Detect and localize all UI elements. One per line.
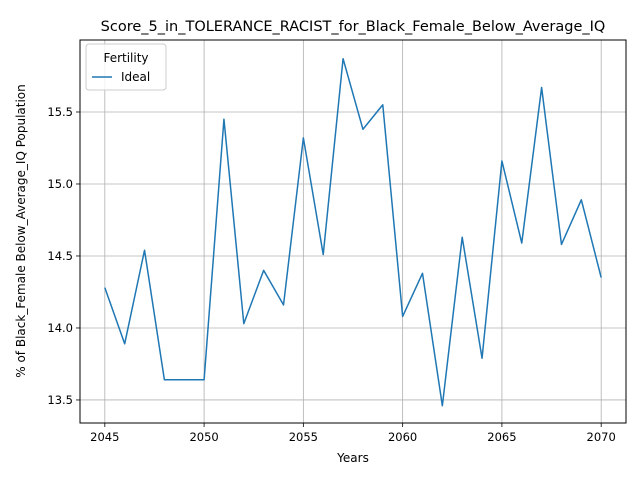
series-line-ideal [104,57,602,407]
grid [80,40,626,423]
legend-box [85,43,167,91]
x-tick-label: 2055 [289,430,318,444]
series-layer [104,57,602,407]
x-tick-label: 2065 [487,430,516,444]
plot-frame [79,39,627,424]
x-axis-label: Years [336,451,369,465]
y-tick-label: 15.5 [47,105,73,119]
legend-title: Fertility [103,51,148,65]
x-tick-label: 2045 [90,430,119,444]
x-tick-label: 2060 [388,430,417,444]
legend: Fertility Ideal [85,43,167,91]
chart-title: Score_5_in_TOLERANCE_RACIST_for_Black_Fe… [101,19,606,35]
x-axis-ticks: 2045 2050 2055 2060 2065 2070 [90,423,616,444]
x-tick-label: 2050 [189,430,218,444]
y-axis-ticks: 13.5 14.0 14.5 15.0 15.5 [47,105,80,407]
y-tick-label: 13.5 [47,393,73,407]
y-axis-label: % of Black_Female Below_Average_IQ Popul… [14,84,28,378]
y-tick-label: 14.0 [47,321,73,335]
y-tick-label: 14.5 [47,249,73,263]
legend-label-ideal: Ideal [121,70,150,84]
y-tick-label: 15.0 [47,177,73,191]
x-tick-label: 2070 [587,430,616,444]
